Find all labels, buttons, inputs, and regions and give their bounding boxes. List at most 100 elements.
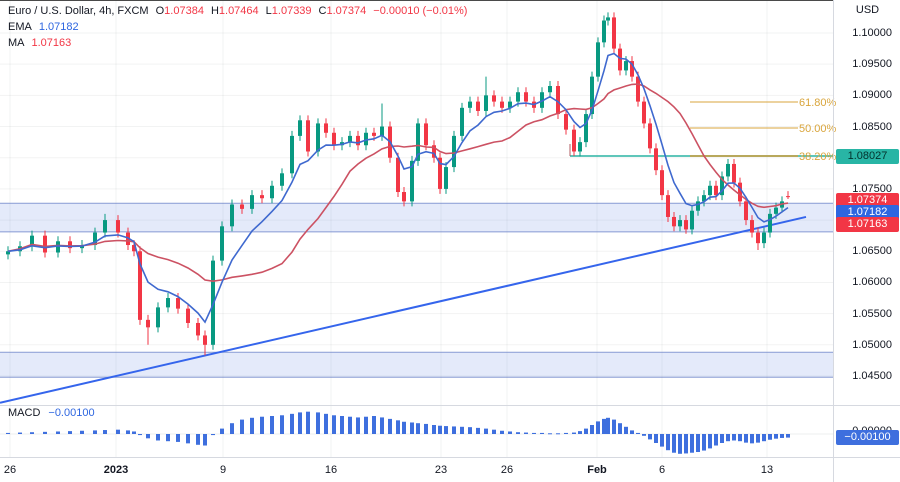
candle-body (306, 120, 310, 152)
candle-body (768, 213, 772, 233)
macd-bar (146, 434, 150, 439)
price-line-badge: 1.08027 (836, 149, 899, 164)
time-tick-label: 2023 (103, 464, 129, 476)
macd-bar (508, 431, 512, 434)
price-tick-label: 1.10000 (852, 27, 892, 39)
macd-bar (774, 434, 778, 439)
price-tick-label: 1.04500 (852, 369, 892, 382)
candle-body (103, 220, 107, 233)
candle-body (452, 135, 456, 168)
macd-bar (270, 416, 274, 434)
currency-label: USD (855, 4, 880, 16)
macd-value-badge: −0.00100 (836, 430, 899, 445)
fib-level-label: 50.00% (799, 123, 837, 135)
candle-body (508, 101, 512, 108)
candle-body (624, 61, 628, 71)
candle-body (548, 86, 552, 93)
macd-bar (18, 432, 22, 434)
macd-bar (618, 423, 622, 434)
change-value: −0.00010 (−0.01%) (373, 5, 468, 17)
fib-level-label: 61.80% (799, 97, 837, 109)
price-tick-label: 1.07500 (852, 182, 892, 195)
candle-body (690, 210, 694, 230)
candle-body (602, 20, 606, 43)
candle-body (298, 120, 302, 136)
symbol-legend[interactable]: Euro / U.S. Dollar, 4h, FXCM O1.07384 H1.0… (8, 3, 467, 51)
candle-body (648, 123, 652, 149)
macd-bar (126, 430, 130, 434)
candle-body (280, 173, 284, 186)
candle-body (424, 123, 428, 146)
candlestick-series[interactable] (6, 12, 790, 356)
candle-body (416, 123, 420, 161)
price-axis[interactable]: USD 1.10000 1.09500 1.09000 1.08500 1.07500 1… (833, 0, 900, 482)
candle-body (606, 17, 610, 21)
macd-bar (93, 430, 97, 434)
macd-bar (768, 434, 772, 440)
trendline[interactable] (0, 215, 807, 404)
macd-bar (468, 427, 472, 434)
support-zones[interactable] (0, 202, 833, 378)
candle-body (476, 101, 480, 111)
open-key: O (155, 5, 165, 17)
macd-label[interactable]: MACD (8, 407, 41, 419)
macd-bar (452, 426, 456, 434)
ema-indicator-row[interactable]: EMA 1.07182 (8, 19, 467, 35)
candle-body (250, 195, 254, 209)
macd-bar (630, 430, 634, 434)
candle-body (732, 163, 736, 183)
price-tick-label: 1.05000 (852, 338, 892, 351)
candle-body (332, 132, 336, 146)
macd-bar (720, 434, 724, 443)
fib-level-label: 38.20% (799, 151, 837, 163)
macd-bar (280, 415, 284, 434)
candle-body (290, 135, 294, 174)
candle-body (540, 92, 544, 108)
candle-body (356, 135, 360, 146)
candle-body (696, 201, 700, 211)
macd-legend[interactable]: MACD −0.00100 (8, 407, 95, 419)
pane-separators (0, 0, 900, 458)
macd-value: −0.00100 (48, 407, 95, 419)
macd-bar (30, 432, 34, 434)
macd-bar (56, 431, 60, 434)
time-tick-label: 6 (658, 464, 666, 476)
candle-body (572, 129, 576, 152)
candle-body (556, 86, 560, 115)
symbol-row[interactable]: Euro / U.S. Dollar, 4h, FXCM O1.07384 H1.0… (8, 3, 467, 19)
macd-bar (290, 413, 294, 434)
candle-body (444, 167, 448, 189)
fib-retracement[interactable]: 61.80% 50.00% 38.20% (690, 97, 837, 163)
moving-average-lines[interactable] (7, 52, 789, 324)
candle-body (372, 132, 376, 136)
macd-bar (744, 434, 748, 443)
macd-bar (484, 428, 488, 434)
candle-body (240, 204, 244, 209)
macd-histogram[interactable] (0, 411, 833, 454)
candle-body (176, 298, 180, 309)
ma-value-badge: 1.07163 (836, 217, 899, 232)
candle-body (642, 101, 646, 124)
macd-bar (612, 419, 616, 434)
macd-bar (230, 423, 234, 434)
price-tick-label: 1.09000 (852, 89, 892, 102)
macd-bar (564, 432, 568, 434)
macd-bar (298, 412, 302, 434)
macd-bar (348, 416, 352, 434)
candle-body (410, 160, 414, 202)
macd-bar (516, 432, 520, 434)
macd-bar (156, 434, 160, 441)
macd-bar (80, 430, 84, 434)
ma-label[interactable]: MA (8, 37, 25, 49)
time-tick-label: Feb (587, 464, 607, 476)
candle-body (708, 185, 712, 196)
candle-body (672, 216, 676, 227)
close-key: C (318, 5, 327, 17)
ma-indicator-row[interactable]: MA 1.07163 (8, 35, 467, 51)
macd-bar (220, 428, 224, 434)
macd-bar (690, 434, 694, 453)
candle-body (203, 335, 207, 345)
ema-label[interactable]: EMA (8, 21, 32, 33)
symbol-title[interactable]: Euro / U.S. Dollar, 4h, FXCM (8, 5, 149, 17)
